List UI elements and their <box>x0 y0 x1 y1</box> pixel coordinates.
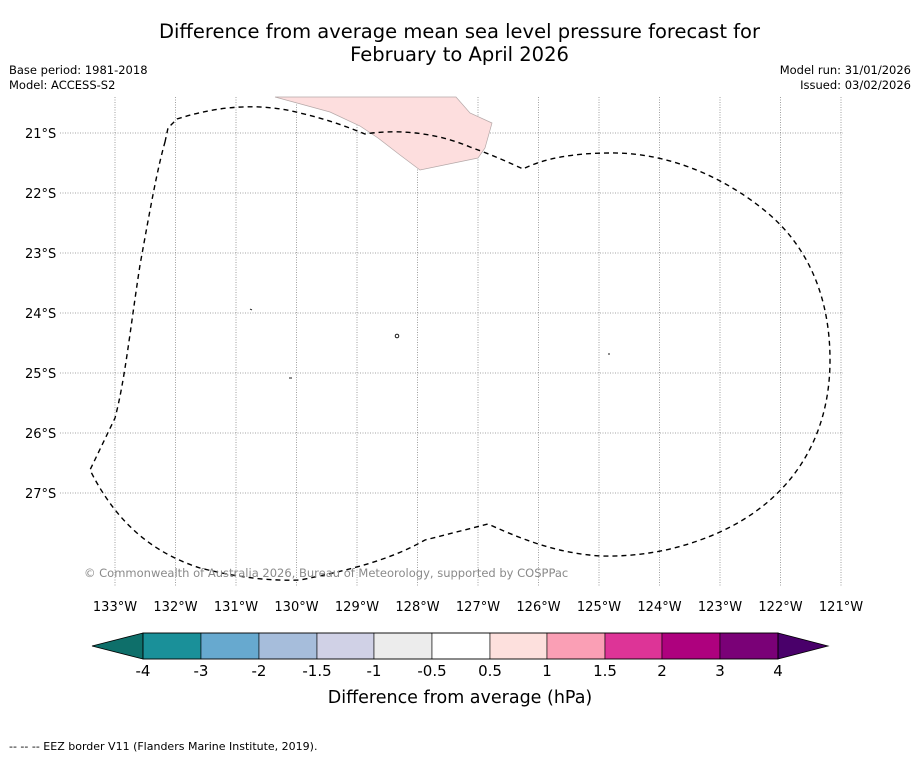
colorbar-tick: -0.5 <box>417 662 446 680</box>
eez-legend-note: -- -- -- EEZ border V11 (Flanders Marine… <box>9 740 318 753</box>
lon-label: 129°W <box>335 600 379 615</box>
colorbar-swatch <box>373 632 433 660</box>
map-title-line-2: February to April 2026 <box>350 43 569 66</box>
lon-label: 126°W <box>516 600 560 615</box>
issued-date: Issued: 03/02/2026 <box>800 78 911 92</box>
colorbar-tick: -3 <box>194 662 209 680</box>
island-1 <box>249 308 253 311</box>
lon-label: 127°W <box>456 600 500 615</box>
colorbar-swatch <box>142 632 202 660</box>
base-period: Base period: 1981-2018 <box>9 63 148 77</box>
colorbar-tick: -4 <box>136 662 151 680</box>
lon-label: 128°W <box>395 600 439 615</box>
lat-labels: 21°S 22°S 23°S 24°S 25°S 26°S 27°S <box>25 127 56 502</box>
island-2 <box>394 333 400 339</box>
lat-label: 21°S <box>25 127 56 142</box>
colorbar-extend-high <box>777 632 830 660</box>
lat-label: 26°S <box>25 427 56 442</box>
anomaly-region <box>274 96 493 171</box>
lat-label: 24°S <box>25 307 56 322</box>
lon-label: 121°W <box>819 600 863 615</box>
colorbar-extend-low <box>91 632 144 660</box>
colorbar-swatch <box>719 632 779 660</box>
lon-label: 133°W <box>93 600 137 615</box>
lon-label: 122°W <box>758 600 802 615</box>
colorbar-tick: -1 <box>367 662 382 680</box>
model-name: Model: ACCESS-S2 <box>9 78 116 92</box>
lon-label: 132°W <box>153 600 197 615</box>
colorbar-tick: 2 <box>657 662 667 680</box>
lon-label: 131°W <box>214 600 258 615</box>
lat-label: 25°S <box>25 367 56 382</box>
lon-label: 125°W <box>577 600 621 615</box>
lat-label: 27°S <box>25 487 56 502</box>
colorbar-swatch <box>316 632 375 660</box>
meta-right: Model run: 31/01/2026 Issued: 03/02/2026 <box>780 63 911 93</box>
colorbar-tick-labels: -4 -3 -2 -1.5 -1 -0.5 0.5 1 1.5 2 3 4 <box>136 662 783 680</box>
colorbar-tick: -1.5 <box>302 662 331 680</box>
colorbar-tick: 1.5 <box>593 662 617 680</box>
colorbar-swatch <box>546 632 606 660</box>
lon-label: 123°W <box>698 600 742 615</box>
islands <box>249 308 610 379</box>
colorbar-swatch <box>489 632 548 660</box>
colorbar-label: Difference from average (hPa) <box>328 688 593 708</box>
copyright-text: © Commonwealth of Australia 2026, Bureau… <box>84 566 568 580</box>
colorbar-swatch <box>604 632 663 660</box>
colorbar-frame <box>142 632 779 660</box>
colorbar-tick: 3 <box>715 662 725 680</box>
colorbar: -4 -3 -2 -1.5 -1 -0.5 0.5 1 1.5 2 3 4 Di… <box>91 632 830 708</box>
colorbar-tick: 1 <box>542 662 552 680</box>
colorbar-swatch <box>200 632 260 660</box>
colorbar-swatch <box>661 632 721 660</box>
lon-label: 124°W <box>637 600 681 615</box>
colorbar-tick: 0.5 <box>478 662 502 680</box>
lat-label: 23°S <box>25 247 56 262</box>
model-run: Model run: 31/01/2026 <box>779 63 911 77</box>
colorbar-tick: 4 <box>773 662 783 680</box>
lon-label: 130°W <box>274 600 318 615</box>
gridlines <box>60 97 843 587</box>
meta-left: Base period: 1981-2018 Model: ACCESS-S2 <box>9 63 148 93</box>
colorbar-tick: -2 <box>252 662 267 680</box>
colorbar-swatch <box>258 632 318 660</box>
lat-label: 22°S <box>25 187 56 202</box>
colorbar-swatch <box>431 632 491 660</box>
eez-border <box>89 106 831 581</box>
lon-labels: 133°W 132°W 131°W 130°W 129°W 128°W 127°… <box>93 600 863 615</box>
map-title-line-1: Difference from average mean sea level p… <box>159 20 760 43</box>
